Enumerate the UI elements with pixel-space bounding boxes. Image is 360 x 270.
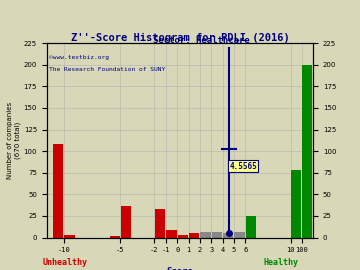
- Text: 4.5565: 4.5565: [229, 161, 257, 171]
- Bar: [291, 170, 301, 238]
- Title: Z''-Score Histogram for PDLI (2016): Z''-Score Histogram for PDLI (2016): [71, 33, 289, 43]
- Bar: [121, 207, 131, 238]
- Bar: [246, 216, 256, 238]
- Bar: [155, 209, 165, 238]
- Bar: [166, 230, 177, 238]
- Bar: [177, 235, 188, 238]
- Bar: [189, 233, 199, 238]
- Text: The Research Foundation of SUNY: The Research Foundation of SUNY: [49, 67, 165, 72]
- Text: ©www.textbiz.org: ©www.textbiz.org: [49, 55, 109, 60]
- X-axis label: Score: Score: [167, 267, 193, 270]
- Text: Unhealthy: Unhealthy: [42, 258, 87, 266]
- Bar: [53, 144, 63, 238]
- Text: Sector: Healthcare: Sector: Healthcare: [153, 36, 250, 45]
- Bar: [200, 232, 211, 238]
- Bar: [64, 235, 75, 238]
- Bar: [302, 65, 312, 238]
- Text: Healthy: Healthy: [263, 258, 298, 266]
- Y-axis label: Number of companies
(670 total): Number of companies (670 total): [7, 102, 21, 179]
- Bar: [234, 232, 245, 238]
- Bar: [212, 232, 222, 238]
- Bar: [223, 233, 233, 238]
- Bar: [109, 236, 120, 238]
